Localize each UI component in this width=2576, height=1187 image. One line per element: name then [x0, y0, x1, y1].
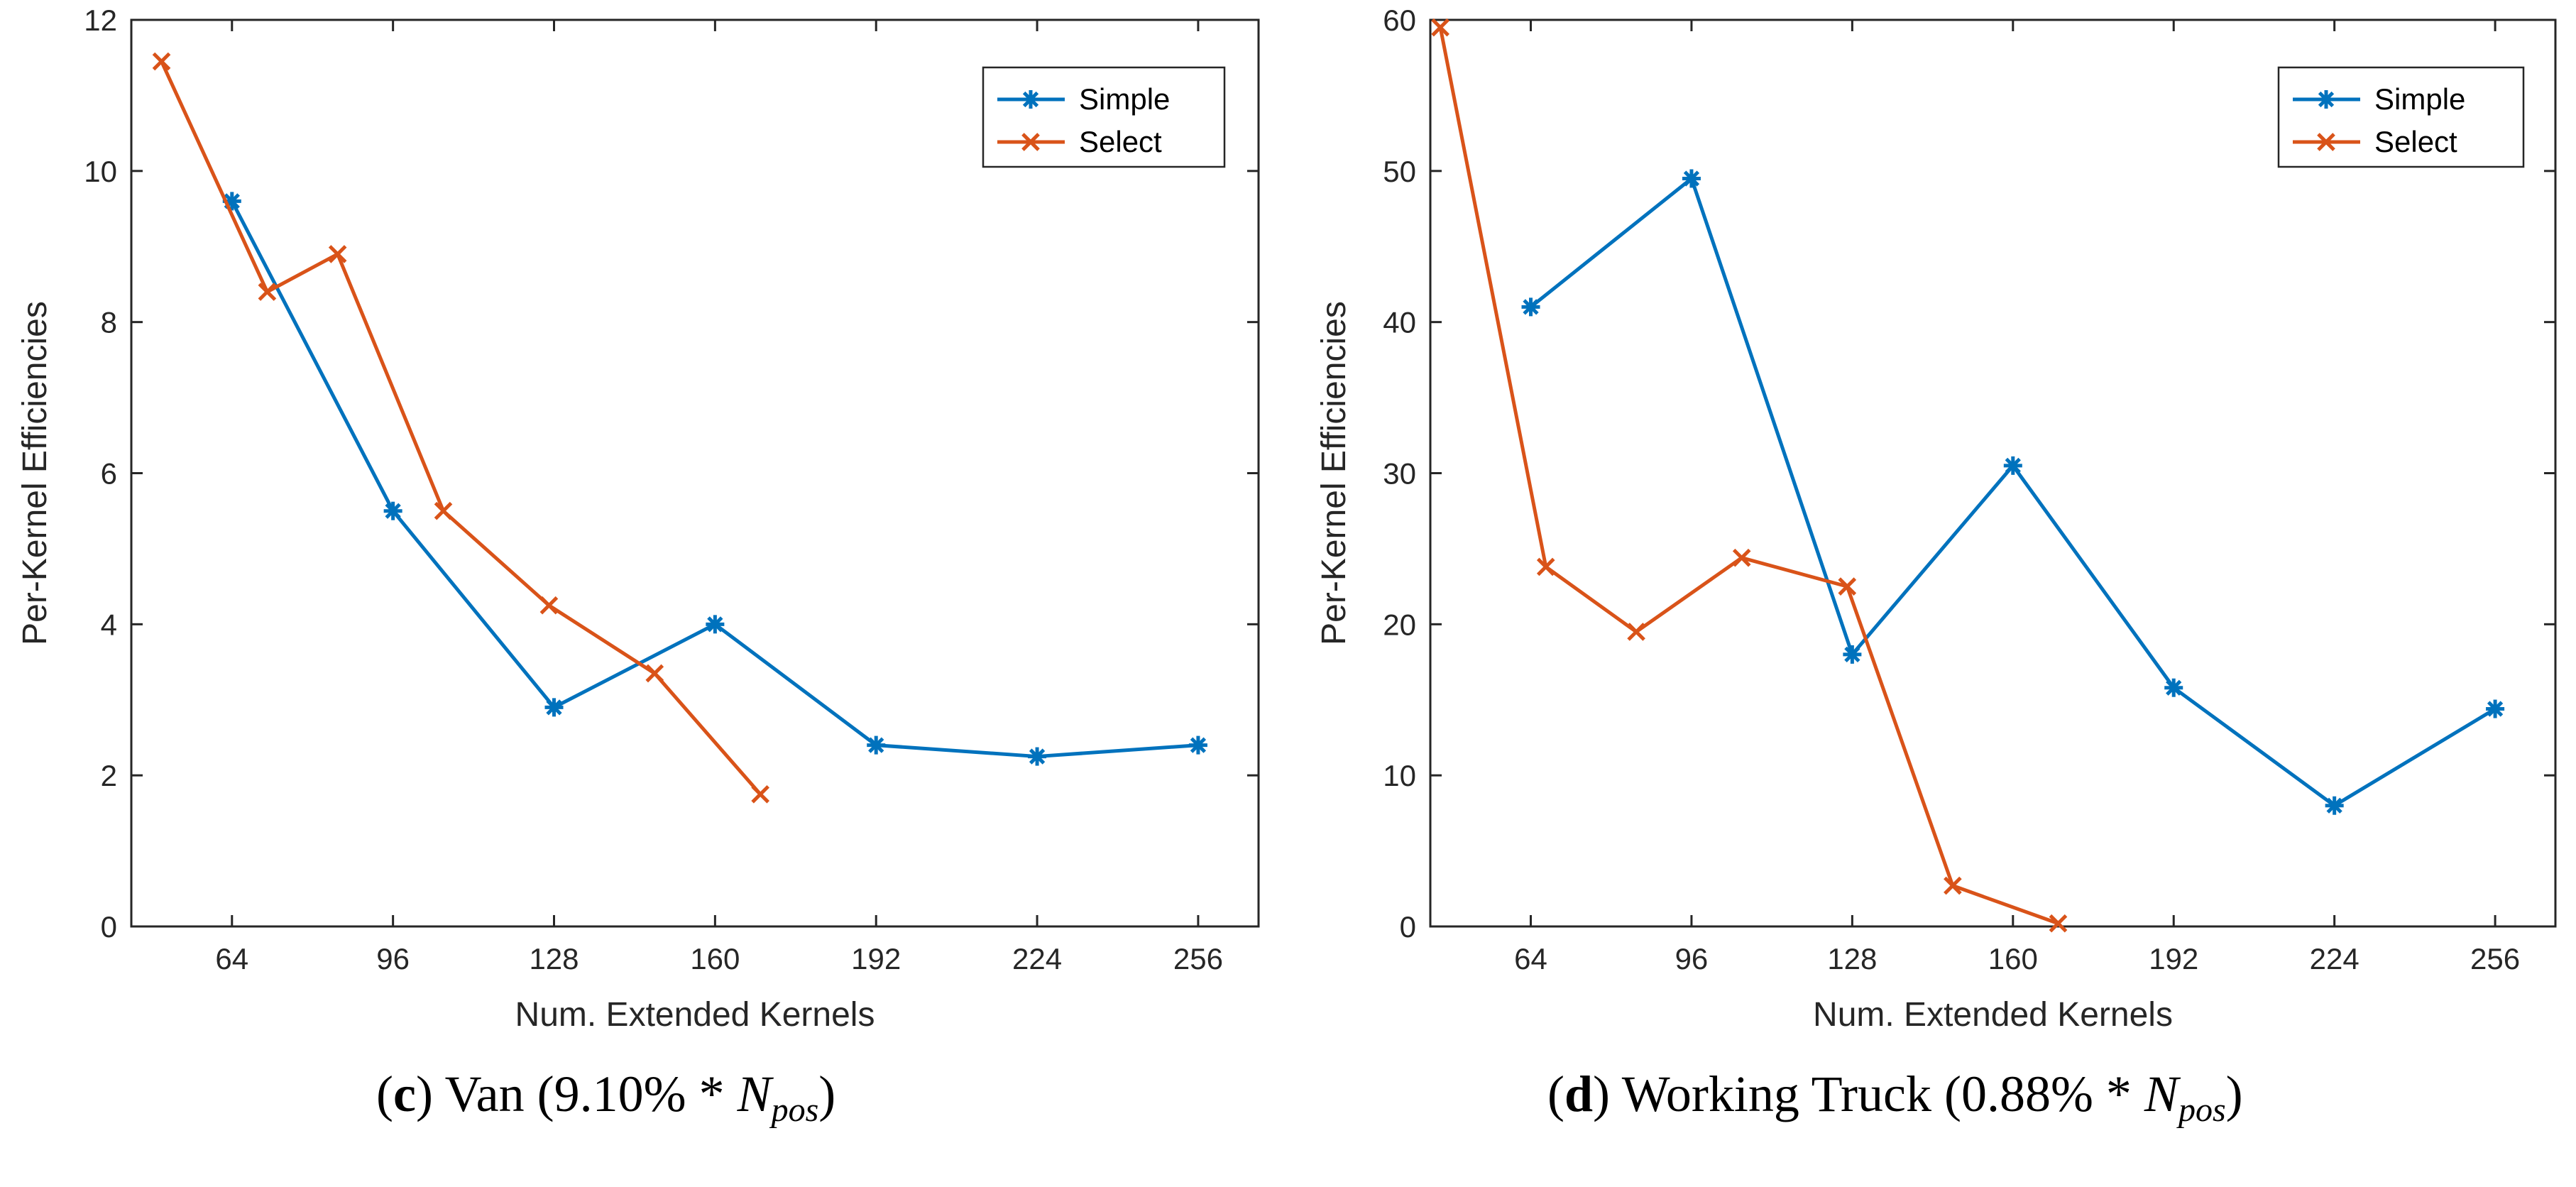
y-tick-label: 2: [101, 759, 117, 792]
asterisk-marker: [2164, 678, 2183, 697]
x-tick-label: 96: [1675, 942, 1709, 975]
chart-panel-d: 64 96 128 160 192 224 256 0 10 20 30 40 50 60 Num. Ext…: [1315, 4, 2557, 1034]
x-tick-label: 192: [2149, 942, 2198, 975]
x-marker: [1838, 577, 1857, 596]
caption-d-sub: pos: [2178, 1091, 2226, 1129]
x-marker: [2049, 914, 2068, 933]
caption-c-sub: pos: [771, 1091, 819, 1129]
x-axis-label: Num. Extended Kernels: [515, 996, 875, 1034]
legend-label-simple: Simple: [2374, 82, 2465, 116]
caption-d-text: Working Truck (0.88% *: [1610, 1066, 2144, 1122]
x-tick-label: 96: [376, 942, 410, 975]
y-axis-label: Per-Kernel Efficiencies: [16, 301, 54, 645]
asterisk-marker: [2325, 796, 2344, 815]
x-marker: [1021, 133, 1040, 151]
asterisk-marker: [1028, 747, 1047, 766]
x-marker: [751, 784, 769, 804]
y-tick-label: 40: [1383, 306, 1416, 339]
asterisk-marker: [544, 698, 564, 717]
x-tick-label: 256: [1173, 942, 1223, 975]
x-tick-label: 256: [2470, 942, 2520, 975]
y-tick-label: 60: [1383, 4, 1416, 37]
x-marker: [1431, 18, 1449, 37]
x-marker: [1627, 623, 1645, 641]
y-tick-label: 10: [84, 155, 117, 188]
x-marker: [434, 501, 453, 520]
x-marker: [1944, 876, 1962, 895]
x-tick-label: 64: [1514, 942, 1547, 975]
series-line-select: [160, 60, 762, 796]
asterisk-marker: [867, 735, 886, 755]
x-marker: [2317, 133, 2335, 151]
asterisk-marker: [2003, 456, 2022, 475]
y-tick-label: 12: [84, 4, 117, 37]
asterisk-marker: [1843, 645, 1862, 664]
x-tick-label: 160: [690, 942, 740, 975]
caption-d-letter: d: [1564, 1066, 1594, 1122]
x-marker: [1732, 548, 1751, 567]
x-tick-label: 64: [215, 942, 248, 975]
asterisk-marker: [1021, 90, 1040, 109]
legend-label-select: Select: [1079, 125, 1162, 158]
x-marker: [328, 245, 347, 263]
caption-c-letter: c: [393, 1066, 416, 1122]
x-marker: [645, 664, 664, 683]
x-axis-label: Num. Extended Kernels: [1813, 996, 2173, 1034]
x-marker: [1536, 557, 1555, 576]
caption-c-end: ): [818, 1066, 836, 1122]
asterisk-marker: [706, 615, 725, 634]
y-tick-label: 8: [101, 306, 117, 339]
asterisk-marker: [1521, 297, 1540, 317]
x-tick-label: 160: [1988, 942, 2038, 975]
caption-c-var: N: [737, 1066, 772, 1122]
x-marker: [152, 52, 171, 71]
asterisk-marker: [2486, 699, 2505, 718]
y-tick-label: 4: [101, 608, 117, 641]
x-tick-label: 128: [1827, 942, 1877, 975]
asterisk-marker: [1188, 735, 1207, 755]
y-tick-label: 10: [1383, 759, 1416, 792]
caption-d: (d) Working Truck (0.88% * Npos): [1547, 1066, 2243, 1129]
caption-d-end: ): [2225, 1066, 2243, 1122]
legend-label-select: Select: [2374, 125, 2457, 158]
y-tick-label: 0: [101, 910, 117, 943]
x-tick-label: 224: [1012, 942, 1062, 975]
x-tick-label: 192: [851, 942, 901, 975]
x-tick-label: 224: [2310, 942, 2359, 975]
legend-label-simple: Simple: [1079, 82, 1170, 116]
y-tick-label: 20: [1383, 608, 1416, 641]
caption-c-text: Van (9.10% *: [432, 1066, 738, 1122]
y-tick-label: 6: [101, 457, 117, 491]
y-tick-label: 30: [1383, 457, 1416, 491]
series-line-simple: [1529, 176, 2496, 808]
y-tick-label: 50: [1383, 155, 1416, 188]
series-line-simple: [230, 200, 1199, 759]
caption-c: (c) Van (9.10% * Npos): [376, 1066, 836, 1129]
y-tick-label: 0: [1400, 910, 1416, 943]
asterisk-marker: [383, 501, 402, 520]
asterisk-marker: [1682, 169, 1701, 188]
x-marker: [258, 283, 277, 301]
asterisk-marker: [2317, 90, 2335, 109]
x-marker: [539, 596, 559, 615]
x-tick-label: 128: [529, 942, 579, 975]
chart-panel-c: 64 96 128 160 192 224 256 0 2 4 6 8 10 12 Num. Extende…: [16, 4, 1260, 1034]
caption-d-var: N: [2144, 1066, 2178, 1122]
series-line-select: [1438, 27, 2059, 926]
y-axis-label: Per-Kernel Efficiencies: [1315, 301, 1353, 645]
